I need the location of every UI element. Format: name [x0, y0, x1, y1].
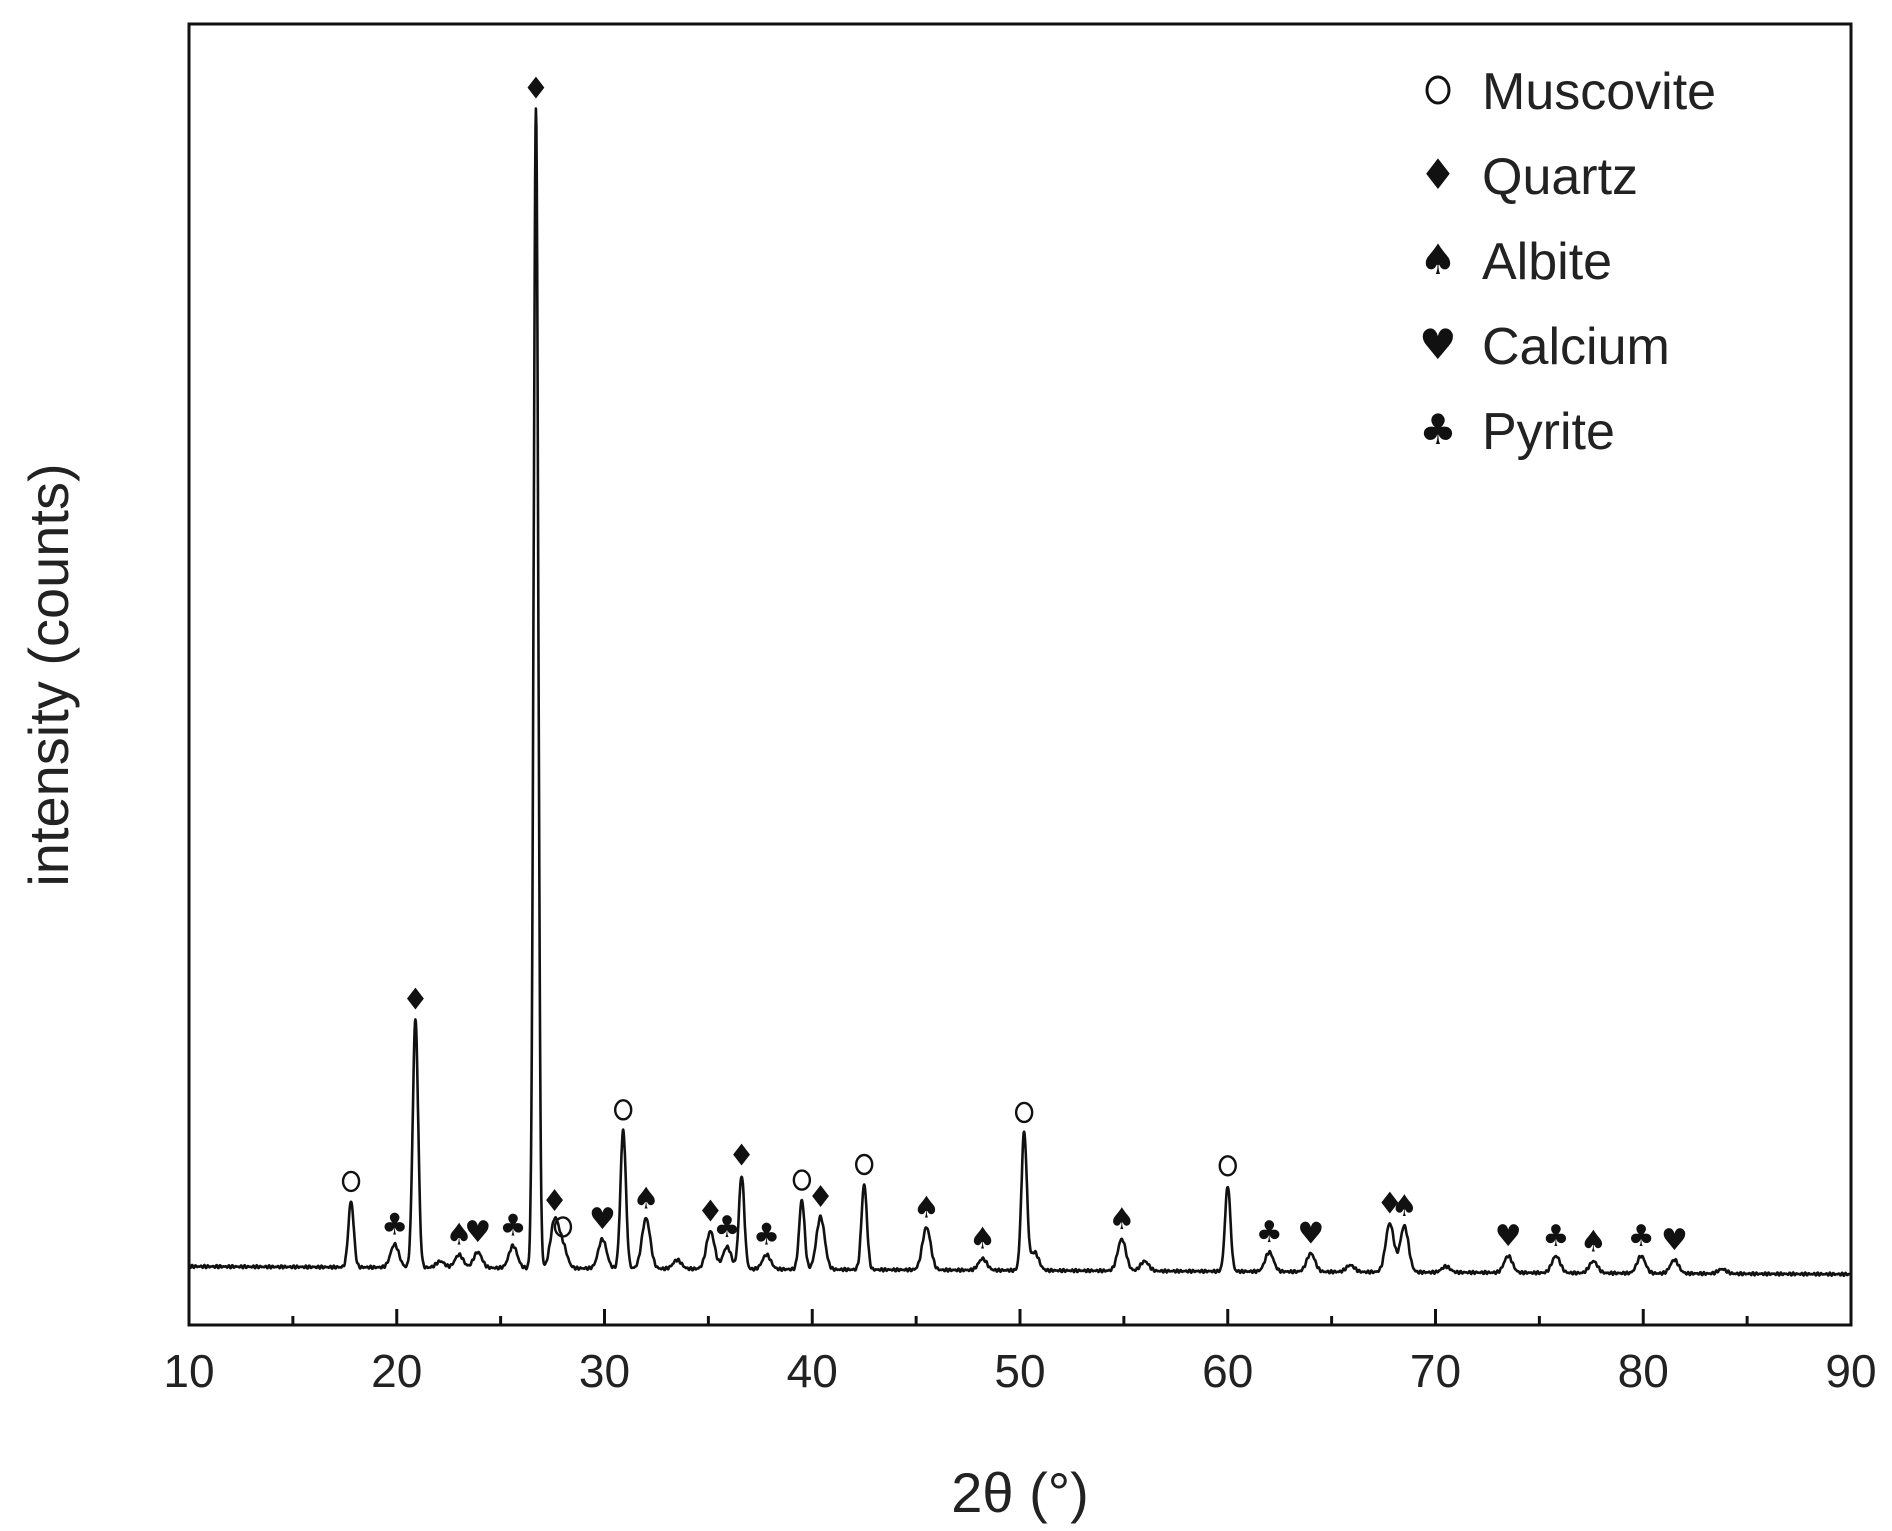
marker-club-icon: ♣: [500, 1209, 527, 1244]
marker-spade-icon: ♠: [1391, 1189, 1418, 1224]
marker-circle-open-icon: [613, 1099, 633, 1121]
legend-label: Quartz: [1482, 148, 1638, 206]
marker-heart-icon: ♥: [1661, 1223, 1688, 1258]
x-tick-label: 10: [163, 1345, 214, 1397]
plot-area: [187, 22, 1853, 1327]
circle-open-icon: [1425, 75, 1451, 105]
heart-icon: ♥: [1419, 320, 1457, 369]
marker-heart-icon: ♥: [1495, 1219, 1522, 1254]
marker-club-icon: ♣: [1543, 1219, 1570, 1254]
x-tick-label: 30: [579, 1345, 630, 1397]
marker-diamond-icon: ♦: [807, 1180, 834, 1215]
marker-diamond-icon: ♦: [697, 1194, 724, 1229]
legend-label: Pyrite: [1482, 403, 1615, 461]
spade-icon: ♠: [1419, 235, 1457, 284]
marker-spade-icon: ♠: [969, 1222, 996, 1257]
x-tick-label: 80: [1618, 1345, 1669, 1397]
club-icon: ♣: [1419, 405, 1457, 454]
x-axis-ticks: [187, 1309, 1853, 1325]
x-tick-label: 40: [787, 1345, 838, 1397]
marker-diamond-icon: ♦: [541, 1184, 568, 1219]
x-tick-label: 90: [1825, 1345, 1876, 1397]
x-tick-label: 70: [1410, 1345, 1461, 1397]
marker-club-icon: ♣: [714, 1210, 741, 1245]
marker-circle-open-icon: [792, 1169, 812, 1191]
marker-club-icon: ♣: [753, 1218, 780, 1253]
marker-heart-icon: ♥: [1297, 1216, 1324, 1251]
marker-circle-open-icon: [1014, 1101, 1034, 1124]
plot-frame: [187, 22, 1853, 1327]
legend-item-calcium: ♥ Calcium: [1419, 318, 1670, 376]
diffraction-pattern-line: [187, 107, 1852, 1278]
x-tick-label: 20: [371, 1345, 422, 1397]
marker-diamond-icon: ♦: [728, 1138, 755, 1173]
marker-spade-icon: ♠: [913, 1190, 940, 1225]
marker-spade-icon: ♠: [446, 1218, 473, 1253]
legend-item-muscovite: Muscovite: [1425, 63, 1716, 121]
marker-circle-open-icon: [854, 1153, 874, 1176]
legend-item-albite: ♠ Albite: [1419, 233, 1612, 291]
x-axis-tick-labels: 10 20 30 40 50 60 70 80 90: [163, 1345, 1876, 1397]
marker-spade-icon: ♠: [1580, 1224, 1607, 1259]
marker-diamond-icon: ♦: [522, 72, 549, 107]
marker-spade-icon: ♠: [633, 1181, 660, 1216]
legend-label: Albite: [1482, 233, 1612, 291]
marker-diamond-icon: ♦: [402, 982, 429, 1017]
y-axis-title: intensity (counts): [17, 463, 80, 886]
x-tick-label: 60: [1202, 1345, 1253, 1397]
legend: Muscovite ♦ Quartz ♠ Albite ♥ Calcium ♣ Pyrite: [1419, 63, 1716, 461]
x-axis-title: 2θ (°): [951, 1461, 1089, 1524]
legend-item-pyrite: ♣ Pyrite: [1419, 403, 1615, 461]
legend-label: Muscovite: [1482, 63, 1716, 121]
marker-spade-icon: ♠: [1108, 1202, 1135, 1237]
diamond-icon: ♦: [1419, 150, 1457, 199]
marker-diamond-icon: ♦: [1376, 1187, 1403, 1222]
marker-heart-icon: ♥: [464, 1215, 491, 1250]
marker-circle-open-icon: [1218, 1155, 1237, 1177]
marker-circle-open-icon: [341, 1170, 361, 1193]
peak-markers: ♣♦♠♥ ♣♦♦♥♠ ♦♣♦♣♦ ♠♠♠ ♣ ♥♦♠♥ ♣ ♠ ♣ ♥: [341, 72, 1688, 1259]
marker-club-icon: ♣: [1256, 1215, 1283, 1250]
x-tick-label: 50: [994, 1345, 1045, 1397]
marker-club-icon: ♣: [381, 1207, 408, 1242]
marker-club-icon: ♣: [1628, 1219, 1655, 1254]
legend-label: Calcium: [1482, 318, 1670, 376]
marker-heart-icon: ♥: [589, 1202, 616, 1237]
legend-item-quartz: ♦ Quartz: [1419, 148, 1638, 206]
marker-circle-open-icon: [553, 1216, 573, 1238]
